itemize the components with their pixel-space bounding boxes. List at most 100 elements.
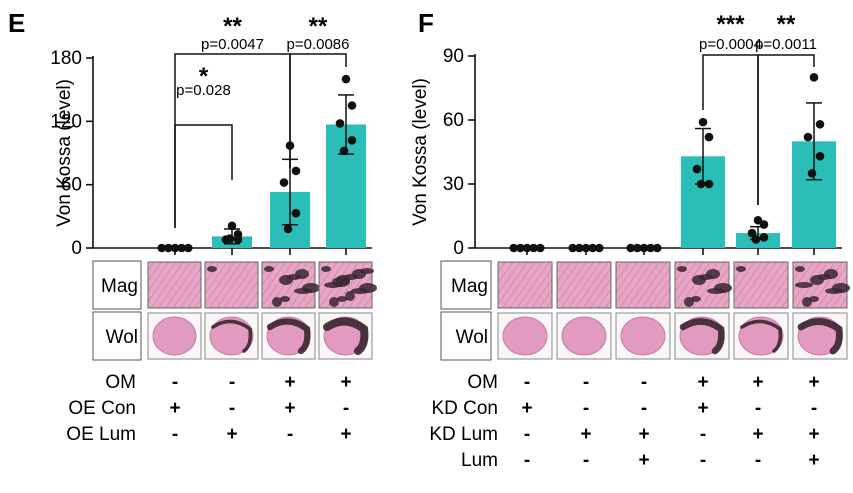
data-point [536,243,545,253]
condition-value: - [641,372,647,393]
data-point [581,243,591,253]
calcium-stain [266,318,311,355]
data-point [759,233,769,242]
condition-value: - [287,424,293,445]
calcium-deposit [706,269,720,279]
data-point [164,243,173,253]
p-value-label: p=0.0004 [699,36,762,53]
calcium-deposit [736,266,746,272]
significance-bracket [757,54,815,205]
y-tick-label: 120 [50,111,82,132]
data-point [347,136,357,145]
histology-wol-image [209,316,254,356]
row-label-box [92,311,142,361]
significance-stars: ** [223,13,242,40]
data-point [704,179,714,189]
y-tick-label: 180 [50,48,82,69]
histology-wol-image [738,316,784,356]
condition-value: - [524,450,530,471]
data-point [809,73,819,82]
histology-wol-image [561,316,607,356]
calcium-deposit [264,266,274,272]
calcium-deposit [691,296,701,302]
condition-value: - [172,372,178,393]
condition-value: + [697,372,708,393]
condition-value: - [755,398,761,419]
histology-mag-image [497,261,553,309]
row-label-box [440,260,492,310]
data-point [759,220,769,229]
condition-label: KD Con [431,398,498,419]
condition-label: Lum [461,450,498,471]
image-row-label: Wol [456,327,488,348]
data-point [653,243,662,253]
histology-wol-image [620,316,666,356]
data-point [509,243,518,253]
data-point [335,119,345,128]
data-point [807,169,817,178]
data-point [233,235,243,244]
condition-value: + [697,398,708,419]
calcium-deposit [332,277,350,287]
panel-f: F 0 30 60 90 Von Kossa (level) ***p=0.0004 **p… [410,8,850,471]
image-row-label: Mag [101,276,138,297]
condition-value: - [343,398,349,419]
condition-value: - [700,424,706,445]
image-row-label: Wol [106,327,138,348]
calcium-deposit [677,266,687,272]
data-point [225,234,235,243]
significance-stars: * [199,63,209,90]
data-point [291,208,301,218]
y-tick-label: 0 [453,238,464,259]
condition-value: - [172,424,178,445]
histology-mag-image [615,261,671,309]
condition-value: + [580,424,591,445]
row-label-box [92,260,142,310]
condition-value: - [524,424,530,445]
calcium-deposit [795,282,813,288]
condition-label: OM [105,372,136,393]
p-value-label: p=0.028 [176,82,231,99]
calcium-stain [322,317,369,356]
condition-value: + [340,424,351,445]
calcium-deposit [321,266,331,272]
condition-value: - [755,450,761,471]
data-point [341,74,351,84]
y-tick-label: 0 [71,238,82,259]
condition-value: - [641,398,647,419]
calcium-stain [797,318,843,355]
data-point [347,101,357,110]
calcium-deposit [272,297,282,307]
data-point [803,132,813,142]
data-point [529,243,538,253]
y-tick-label: 60 [443,110,464,131]
condition-value: - [229,398,235,419]
condition-value: - [583,398,589,419]
y-tick-label: 90 [443,46,464,67]
condition-value: + [521,398,532,419]
data-point [516,243,525,253]
calcium-deposit [337,296,347,302]
condition-value: + [808,372,819,393]
data-point [646,243,655,253]
significance-bracket [289,53,347,168]
calcium-deposit [832,283,850,293]
condition-value: + [752,372,763,393]
data-point [698,117,708,127]
calcium-deposit [809,296,819,302]
data-point [177,243,186,253]
data-point [692,164,702,174]
calcium-stain [740,319,783,353]
calcium-deposit [345,291,355,301]
data-point [588,243,597,253]
condition-value: - [229,372,235,393]
calcium-deposit [714,283,732,293]
panel-e-label: E [8,8,25,38]
data-point [751,235,761,244]
calcium-deposit [295,269,309,279]
significance-stars: ** [777,11,796,38]
condition-label: OM [467,372,498,393]
data-point [639,243,649,253]
calcium-deposit [280,296,290,302]
calcium-deposit [302,283,320,293]
